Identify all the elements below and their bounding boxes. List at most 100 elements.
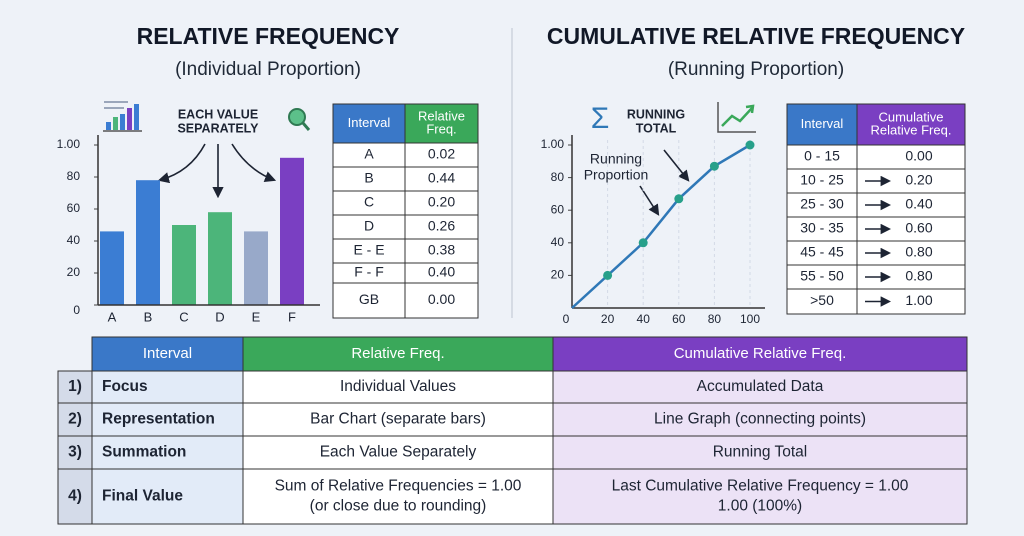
cell-text: Sum of Relative Frequencies = 1.00 <box>275 478 522 495</box>
header-cell <box>786 103 858 146</box>
cell <box>552 435 968 470</box>
header-label: Interval <box>801 116 844 131</box>
cell <box>856 192 966 218</box>
cell-text: 55 - 50 <box>800 268 844 284</box>
header-label: Interval <box>143 345 192 362</box>
cell <box>786 216 858 242</box>
x-tick-label: A <box>108 309 117 324</box>
bar <box>100 231 124 305</box>
header-blank <box>58 337 92 371</box>
cell-text: 0.80 <box>905 268 932 284</box>
row-label: Final Value <box>102 488 183 505</box>
cell-text: 30 - 35 <box>800 220 844 236</box>
right-subtitle: (Running Proportion) <box>668 59 844 80</box>
cell-text: 0.40 <box>428 264 455 280</box>
cell-text: 0.00 <box>905 148 932 164</box>
x-tick-label: 60 <box>672 312 686 326</box>
bar <box>136 180 160 305</box>
header-cell <box>552 336 968 372</box>
cell-text: E - E <box>353 242 384 258</box>
row-label: Focus <box>102 378 148 395</box>
bar <box>208 212 232 305</box>
cell-text: 0.38 <box>428 242 455 258</box>
y-tick-label: 40 <box>551 235 565 249</box>
row-label: Summation <box>102 444 186 461</box>
row-number: 1) <box>68 378 82 395</box>
x-tick-label: 20 <box>601 312 615 326</box>
cell-text: Bar Chart (separate bars) <box>310 411 486 428</box>
cell <box>786 144 858 170</box>
cell-text: 0.80 <box>905 244 932 260</box>
y-tick-label: 1.00 <box>57 137 81 151</box>
cell-text: 0.20 <box>905 172 932 188</box>
cell <box>91 370 244 404</box>
cell-text: C <box>364 194 374 210</box>
y-tick-label: 40 <box>67 233 81 247</box>
cell <box>552 402 968 437</box>
cell <box>91 468 244 525</box>
cell-text: Each Value Separately <box>320 444 477 461</box>
row-number: 4) <box>68 488 82 505</box>
cell <box>404 142 479 168</box>
cell-text: Accumulated Data <box>697 378 824 395</box>
y-tick-label: 60 <box>551 202 565 216</box>
row-number: 2) <box>68 411 82 428</box>
x-tick-label: 100 <box>740 312 760 326</box>
cell-text: 25 - 30 <box>800 196 844 212</box>
cell-text: D <box>364 218 374 234</box>
cell-text: 0.26 <box>428 218 455 234</box>
cell <box>404 282 479 319</box>
y-tick-label: 1.00 <box>541 137 565 151</box>
cell <box>856 144 966 170</box>
y-tick-label: 80 <box>67 169 81 183</box>
cell-text: 0.44 <box>428 170 455 186</box>
sigma-icon: Σ <box>591 102 610 135</box>
header-cell <box>404 103 479 144</box>
cell <box>786 264 858 290</box>
annotation: Proportion <box>584 167 649 183</box>
y-tick-label: 0 <box>73 303 80 317</box>
bar <box>172 225 196 305</box>
header-label: Freq. <box>426 121 456 136</box>
header-label: Cumulative Relative Freq. <box>674 345 847 362</box>
bar <box>280 157 304 305</box>
x-tick-label: C <box>179 309 188 324</box>
cell <box>332 282 406 319</box>
bar-icon <box>103 101 142 132</box>
cell <box>552 468 968 525</box>
x-tick-label: 40 <box>637 312 651 326</box>
cell-text: (or close due to rounding) <box>310 498 487 515</box>
annotation: TOTAL <box>636 121 677 135</box>
cell <box>57 435 93 470</box>
cell-text: Last Cumulative Relative Frequency = 1.0… <box>612 478 909 495</box>
y-tick-label: 80 <box>551 170 565 184</box>
cell-text: B <box>364 170 373 186</box>
cell <box>332 142 406 168</box>
cell-text: 0.00 <box>428 291 455 307</box>
x-tick-label: E <box>252 309 261 324</box>
header-label: Cumulative <box>878 109 943 124</box>
header-label: Relative Freq. <box>351 345 444 362</box>
cell <box>242 402 554 437</box>
x-tick-label: D <box>215 309 224 324</box>
left-subtitle: (Individual Proportion) <box>175 59 361 80</box>
right-title: CUMULATIVE RELATIVE FREQUENCY <box>547 23 965 49</box>
cell-text: 0.40 <box>905 196 932 212</box>
x-tick-label: 80 <box>708 312 722 326</box>
magnifier-icon <box>288 108 311 131</box>
y-tick-label: 20 <box>67 265 81 279</box>
cell-text: Individual Values <box>340 378 456 395</box>
y-tick-label: 20 <box>551 268 565 282</box>
cell-text: Line Graph (connecting points) <box>654 411 866 428</box>
x-tick-label: F <box>288 309 296 324</box>
cell-text: GB <box>359 291 379 307</box>
cell-text: 0 - 15 <box>804 148 840 164</box>
row-number: 3) <box>68 444 82 461</box>
cell <box>404 238 479 264</box>
cell <box>552 370 968 404</box>
cell-text: 0.60 <box>905 220 932 236</box>
cell <box>242 468 554 525</box>
left-title: RELATIVE FREQUENCY <box>137 23 400 49</box>
